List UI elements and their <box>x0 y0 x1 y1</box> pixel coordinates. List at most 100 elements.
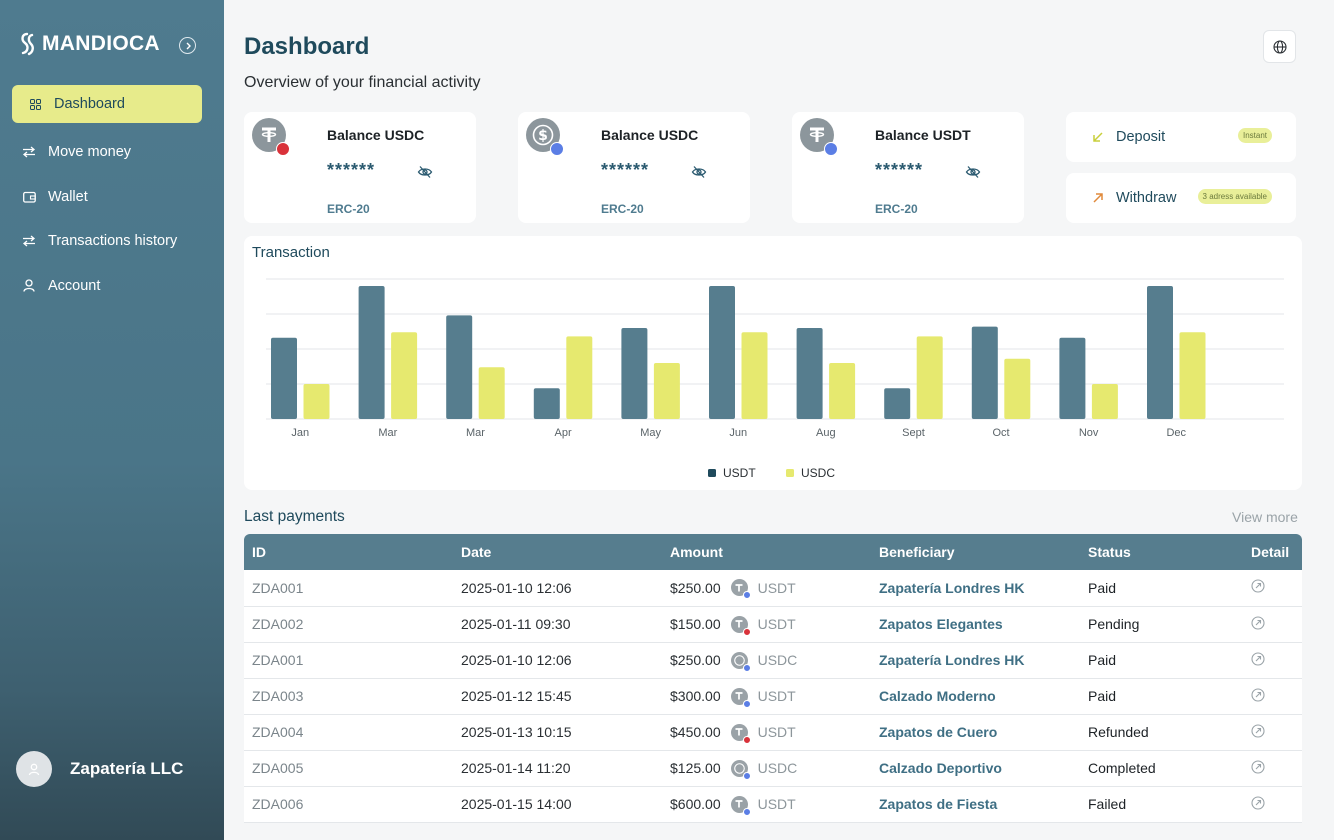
brand-logo[interactable]: MANDIOCA <box>18 32 160 56</box>
eye-off-icon[interactable] <box>965 164 981 180</box>
chart-bar-usdt[interactable] <box>533 388 560 419</box>
payment-beneficiary[interactable]: Zapatos Elegantes <box>879 616 1003 632</box>
sidebar-item-label: Transactions history <box>48 233 178 249</box>
brand-name: MANDIOCA <box>42 32 160 55</box>
sidebar-nav: Dashboard Move money Wallet Transactions… <box>12 85 202 311</box>
payment-beneficiary[interactable]: Calzado Moderno <box>879 688 996 704</box>
chart-bar-usdt[interactable] <box>1059 337 1086 419</box>
payment-id: ZDA003 <box>252 688 304 704</box>
user-profile[interactable]: Zapatería LLC <box>16 751 183 787</box>
chart-bar-usdc[interactable] <box>741 332 768 419</box>
legend-label-usdt[interactable]: USDT <box>723 466 756 480</box>
globe-icon <box>1272 39 1287 54</box>
chart-bar-usdt[interactable] <box>796 328 823 419</box>
sidebar-item-label: Account <box>48 277 101 294</box>
column-header-amount[interactable]: Amount <box>670 544 723 560</box>
mandioca-logo-icon <box>21 32 34 56</box>
chart-bar-usdc[interactable] <box>1179 332 1206 419</box>
table-row[interactable]: ZDA004 2025-01-13 10:15 $450.00 USDT Zapatos… <box>244 714 1302 750</box>
column-header-date[interactable]: Date <box>461 544 492 560</box>
payments-table: ID Date Amount Beneficiary Status Detail… <box>244 534 1302 823</box>
payment-beneficiary[interactable]: Zapatos de Fiesta <box>879 796 998 812</box>
eye-off-icon[interactable] <box>417 164 433 180</box>
external-link-icon[interactable] <box>1251 651 1265 666</box>
chart-bar-usdt[interactable] <box>1147 286 1173 419</box>
tether-coin-icon <box>730 615 751 636</box>
balance-network: ERC-20 <box>327 202 370 216</box>
column-header-detail[interactable]: Detail <box>1251 544 1290 560</box>
column-header-id[interactable]: ID <box>252 544 266 560</box>
chart-bar-usdt[interactable] <box>358 286 385 419</box>
chart-bar-usdt[interactable] <box>709 286 735 419</box>
balance-title: Balance USDC <box>601 127 699 143</box>
chart-x-tick-label: Mar <box>466 427 485 439</box>
column-header-status[interactable]: Status <box>1088 544 1131 560</box>
payment-beneficiary[interactable]: Zapatos de Cuero <box>879 724 998 740</box>
history-icon <box>22 234 36 248</box>
chart-bar-usdt[interactable] <box>971 326 998 419</box>
last-payments-title: Last payments <box>244 508 345 525</box>
payment-amount: $125.00 <box>670 760 721 776</box>
network-badge-icon <box>742 771 751 780</box>
tether-coin-icon <box>730 687 751 708</box>
table-row[interactable]: ZDA006 2025-01-15 14:00 $600.00 USDT Zapatos… <box>244 786 1302 822</box>
chart-bar-usdc[interactable] <box>566 336 593 419</box>
external-link-icon[interactable] <box>1251 615 1265 630</box>
sidebar-item-transactions-history[interactable]: Transactions history <box>12 222 202 260</box>
chart-bar-usdt[interactable] <box>446 315 473 419</box>
payment-amount-cell: $125.00 USDC <box>662 750 871 786</box>
payment-beneficiary[interactable]: Zapatería Londres HK <box>879 652 1025 668</box>
table-header-row: ID Date Amount Beneficiary Status Detail <box>244 534 1302 570</box>
deposit-button[interactable]: Deposit Instant <box>1066 112 1296 162</box>
column-header-beneficiary[interactable]: Beneficiary <box>879 544 955 560</box>
withdraw-button[interactable]: Withdraw 3 adress available <box>1066 173 1296 223</box>
legend-label-usdc[interactable]: USDC <box>801 466 835 480</box>
payment-beneficiary[interactable]: Zapatería Londres HK <box>879 579 1025 596</box>
chart-bar-usdc[interactable] <box>829 363 856 419</box>
chart-bar-usdt[interactable] <box>271 337 297 419</box>
chart-x-tick-label: Dec <box>1166 427 1186 439</box>
sidebar-item-dashboard[interactable]: Dashboard <box>12 85 202 123</box>
sidebar-item-move-money[interactable]: Move money <box>12 133 202 171</box>
eye-off-icon[interactable] <box>691 164 707 180</box>
svg-text:$: $ <box>538 128 548 144</box>
external-link-icon[interactable] <box>1251 723 1265 738</box>
table-row[interactable]: ZDA005 2025-01-14 11:20 $125.00 USDC Calzado… <box>244 750 1302 786</box>
chart-x-tick-label: Oct <box>992 427 1009 439</box>
chart-bar-usdc[interactable] <box>391 332 418 419</box>
chart-bar-usdc[interactable] <box>653 363 680 419</box>
ethereum-network-icon <box>824 142 838 156</box>
collapse-sidebar-button[interactable] <box>179 37 196 54</box>
table-row[interactable]: ZDA001 2025-01-10 12:06 $250.00 USDC Zapater… <box>244 642 1302 678</box>
external-link-icon[interactable] <box>1251 579 1265 593</box>
sidebar-item-account[interactable]: Account <box>12 267 202 305</box>
arrow-up-right-icon <box>1093 193 1103 203</box>
table-row[interactable]: ZDA003 2025-01-12 15:45 $300.00 USDT Calzado… <box>244 678 1302 714</box>
network-badge-icon <box>742 807 751 816</box>
chart-bar-usdt[interactable] <box>621 328 648 419</box>
chart-bar-usdt[interactable] <box>884 388 911 419</box>
external-link-icon[interactable] <box>1251 759 1265 774</box>
chart-bar-usdc[interactable] <box>1004 358 1031 419</box>
payment-status: Failed <box>1088 796 1127 812</box>
payment-date: 2025-01-12 15:45 <box>461 688 572 704</box>
external-link-icon[interactable] <box>1251 687 1265 702</box>
sidebar-item-wallet[interactable]: Wallet <box>12 178 202 216</box>
user-avatar-icon <box>28 763 40 775</box>
chart-bar-usdc[interactable] <box>303 384 330 419</box>
payment-beneficiary[interactable]: Calzado Deportivo <box>879 760 1002 776</box>
page-title: Dashboard <box>244 33 370 60</box>
external-link-icon[interactable] <box>1251 795 1265 810</box>
usdc-coin-icon <box>730 651 751 672</box>
chart-bar-usdc[interactable] <box>916 336 943 419</box>
chart-bar-usdc[interactable] <box>478 367 505 419</box>
network-badge-icon <box>742 699 751 708</box>
table-row[interactable]: ZDA001 2025-01-10 12:06 $250.00 USDT Zapater… <box>244 570 1302 606</box>
view-more-link[interactable]: View more <box>1232 509 1298 525</box>
ethereum-network-icon <box>550 142 564 156</box>
withdraw-label: Withdraw <box>1116 190 1177 206</box>
chart-title: Transaction <box>252 244 330 261</box>
table-row[interactable]: ZDA002 2025-01-11 09:30 $150.00 USDT Zapatos… <box>244 606 1302 642</box>
language-button[interactable] <box>1263 30 1296 63</box>
chart-bar-usdc[interactable] <box>1091 384 1118 419</box>
